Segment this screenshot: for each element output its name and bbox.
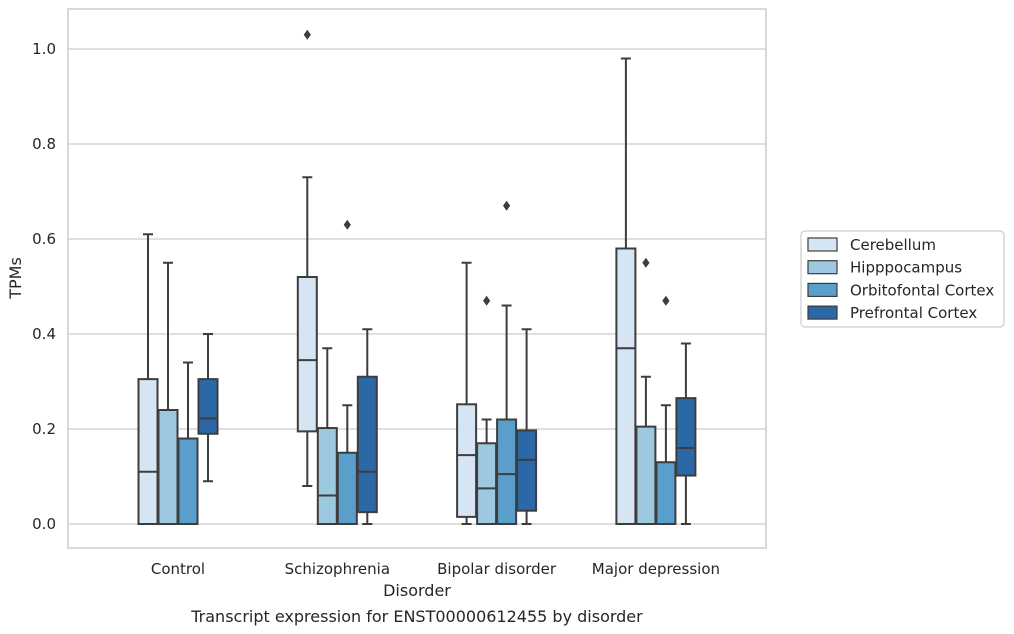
box-orbitofontal-cortex-bipolar-disorder	[496, 200, 518, 525]
outlier-point	[483, 295, 491, 306]
x-tick-label-major-depression: Major depression	[592, 560, 720, 578]
legend-swatch	[807, 282, 838, 297]
box-body	[157, 409, 179, 525]
box-prefrontal-cortex-control	[197, 333, 219, 483]
box-cerebellum-bipolar-disorder	[456, 261, 478, 525]
legend-swatch	[807, 305, 838, 320]
box-body	[336, 451, 358, 525]
box-body	[456, 403, 478, 518]
outlier-point	[303, 29, 311, 40]
legend-item-hipppocampus: Hipppocampus	[807, 259, 962, 277]
legend-frame	[800, 230, 1005, 328]
box-body	[496, 418, 518, 525]
box-body	[635, 425, 657, 525]
box-body	[615, 247, 637, 525]
x-tick-label-bipolar-disorder: Bipolar disorder	[437, 560, 557, 578]
box-hipppocampus-control	[157, 261, 179, 525]
box-body	[516, 429, 538, 512]
box-body	[675, 397, 697, 477]
box-orbitofontal-cortex-schizophrenia	[336, 219, 358, 525]
y-tick-label: 0.0	[32, 515, 56, 533]
box-orbitofontal-cortex-control	[177, 361, 199, 525]
box-plot-marks	[137, 29, 697, 525]
legend-label: Cerebellum	[850, 236, 936, 254]
legend-item-cerebellum: Cerebellum	[807, 236, 936, 254]
outlier-point	[662, 295, 670, 306]
legend-label: Prefrontal Cortex	[850, 304, 977, 322]
legend-swatch	[807, 237, 838, 252]
y-tick-label: 0.6	[32, 230, 56, 248]
box-prefrontal-cortex-major-depression	[675, 342, 697, 525]
y-tick-label: 0.4	[32, 325, 56, 343]
legend-label: Orbitofontal Cortex	[850, 281, 994, 299]
x-tick-label-schizophrenia: Schizophrenia	[285, 560, 390, 578]
x-tick-label-control: Control	[151, 560, 205, 578]
outlier-point	[343, 219, 351, 230]
legend-label: Hipppocampus	[850, 259, 962, 277]
box-body	[356, 375, 378, 514]
y-axis-label: TPMs	[6, 257, 25, 300]
x-axis-ticks: Control Schizophrenia Bipolar disorder Majo…	[151, 560, 720, 578]
box-body	[177, 437, 199, 525]
box-orbitofontal-cortex-major-depression	[655, 295, 677, 525]
plot-frame	[67, 8, 767, 549]
chart-caption: Transcript expression for ENST0000061245…	[190, 607, 643, 626]
box-prefrontal-cortex-bipolar-disorder	[516, 328, 538, 525]
y-axis-ticks: 0.0 0.2 0.4 0.6 0.8 1.0	[32, 40, 56, 533]
legend-item-orbitofontal-cortex: Orbitofontal Cortex	[807, 281, 994, 299]
box-cerebellum-major-depression	[615, 57, 637, 525]
box-body	[296, 276, 318, 433]
y-tick-label: 0.2	[32, 420, 56, 438]
legend-item-prefrontal-cortex: Prefrontal Cortex	[807, 304, 977, 322]
box-hipppocampus-major-depression	[635, 257, 657, 525]
box-body	[137, 378, 159, 525]
y-tick-label: 1.0	[32, 40, 56, 58]
legend-swatch	[807, 260, 838, 275]
outlier-point	[642, 257, 650, 268]
box-cerebellum-schizophrenia	[296, 29, 318, 487]
box-cerebellum-control	[137, 233, 159, 525]
box-body	[655, 461, 677, 525]
legend: Cerebellum Hipppocampus Orbitofontal Corte…	[800, 230, 1005, 328]
box-body	[316, 427, 338, 525]
box-body	[197, 378, 219, 435]
box-hipppocampus-bipolar-disorder	[476, 295, 498, 525]
box-prefrontal-cortex-schizophrenia	[356, 328, 378, 525]
box-hipppocampus-schizophrenia	[316, 347, 338, 525]
outlier-point	[503, 200, 511, 211]
y-tick-label: 0.8	[32, 135, 56, 153]
x-axis-label: Disorder	[383, 581, 451, 600]
box-body	[476, 442, 498, 525]
